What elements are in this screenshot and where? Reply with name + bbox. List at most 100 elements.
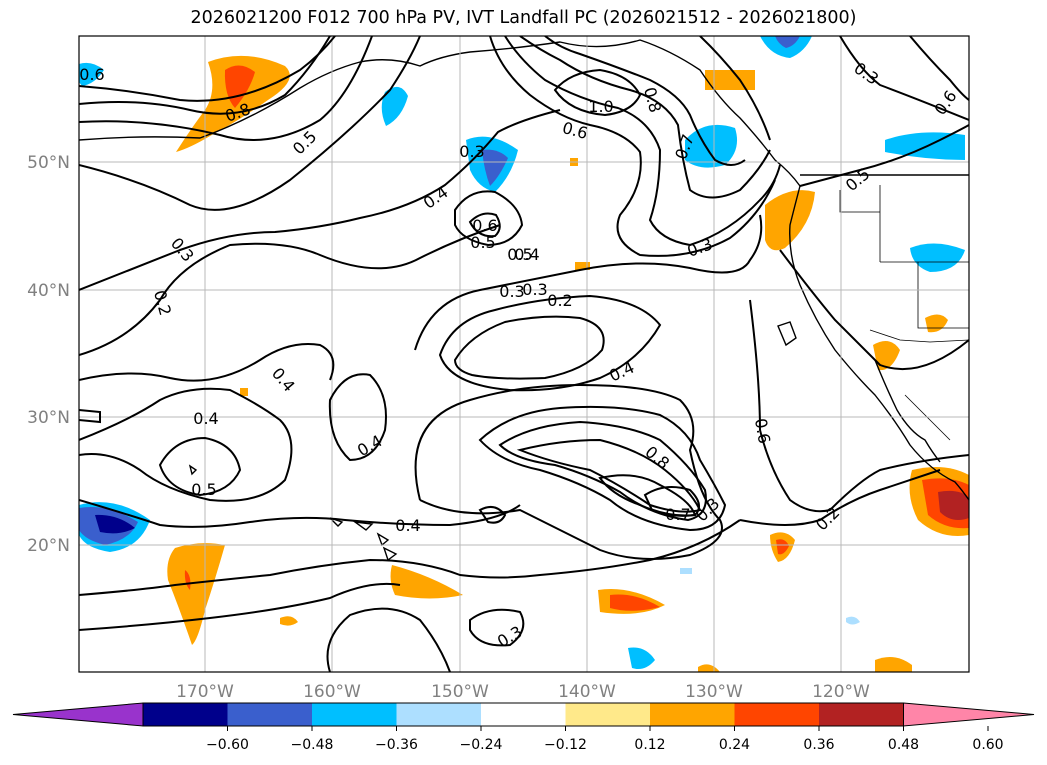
shade-coast-blue: [685, 124, 738, 168]
contour-line: [478, 505, 507, 524]
contour-line: [504, 36, 781, 247]
contour-line: [468, 212, 501, 238]
colorbar-segment: [819, 703, 904, 726]
shade-sw-core: [95, 514, 135, 534]
lat-label-40: 40°N: [27, 281, 70, 301]
shade-mid-red: [610, 594, 660, 611]
contour-label: 0.5: [507, 245, 532, 264]
contour-line: [453, 315, 605, 380]
contour-line: [79, 519, 741, 596]
colorbar-tick-label: 0.24: [719, 737, 750, 753]
contour-line: [909, 36, 969, 101]
contour-line: [79, 499, 521, 528]
lat-label-30: 30°N: [27, 408, 70, 428]
contour-line: [643, 485, 700, 517]
lon-label-160w: 160°W: [303, 682, 361, 702]
contour-label: 0.4: [514, 245, 539, 264]
colorbar-tick-label: −0.48: [291, 737, 334, 753]
shade-tiny-3: [846, 616, 860, 625]
contour-label: 0.6: [79, 65, 104, 84]
shade-ak-blue: [381, 86, 408, 126]
shade-pnw-orange: [765, 190, 815, 251]
contour-label: 0.6: [751, 417, 774, 445]
contour-label: 0.4: [395, 516, 420, 535]
contour-label: 0.5: [191, 480, 216, 499]
contour-line: [478, 405, 727, 532]
contour-line: [79, 387, 293, 502]
latitude-labels: 50°N 40°N 30°N 20°N: [27, 153, 70, 556]
shade-tiny-4: [680, 568, 692, 574]
contour-line: [544, 36, 746, 166]
colorbar-frame: [142, 702, 904, 727]
lon-label-170w: 170°W: [176, 682, 234, 702]
shade-hi2-orange: [390, 565, 463, 599]
island-1: [777, 321, 797, 347]
hawaii-3: [376, 532, 390, 547]
shade-hi-orange: [167, 543, 225, 645]
colorbar-segment: [650, 703, 735, 726]
contour-line: [469, 608, 525, 647]
map-title: 2026021200 F012 700 hPa PV, IVT Landfall…: [190, 8, 857, 28]
lat-label-20: 20°N: [27, 536, 70, 556]
shade-tiny-5: [79, 62, 104, 86]
shade-hi-core: [184, 570, 191, 590]
shade-baja-orange: [873, 341, 900, 371]
contour-line: [519, 36, 771, 199]
colorbar-extend-low: [12, 702, 144, 727]
colorbar-ticks: −0.60 −0.48 −0.36 −0.24 −0.12 0.12 0.24 0.36 0.4…: [206, 726, 1004, 753]
contour-line: [799, 124, 969, 187]
contour-label: 0.7: [665, 505, 690, 524]
contour-labels: 0.60.80.50.30.40.60.50.40.30.20.51.00.60…: [79, 0, 960, 652]
contour-label-bg: [484, 0, 512, 16]
lat-label-50: 50°N: [27, 153, 70, 173]
contour-label: 0.5: [470, 233, 495, 252]
contour-line: [79, 109, 561, 291]
colorbar-segment: [565, 703, 650, 726]
shade-neg-bc-core: [482, 149, 508, 186]
colorbar-extend-high: [903, 702, 1035, 727]
lon-label-120w: 120°W: [812, 682, 870, 702]
colorbar: −0.60 −0.48 −0.36 −0.24 −0.12 0.12 0.24 0.36 0.4…: [12, 702, 1035, 753]
contour-line: [79, 582, 401, 631]
longitude-labels: 170°W 160°W 150°W 140°W 130°W 120°W: [176, 682, 870, 702]
contour-label: 0.3: [522, 280, 547, 299]
contour-label: 0.4: [193, 409, 218, 428]
hawaii-4: [382, 546, 398, 562]
mexico-border: [869, 329, 969, 343]
island-2: [188, 464, 198, 476]
mexico-state: [904, 394, 951, 441]
contour-label: 0.5: [485, 0, 510, 18]
contour-line: [489, 36, 776, 257]
contour-line: [553, 68, 642, 117]
contour-line: [516, 438, 702, 513]
colorbar-tick-label: −0.24: [460, 737, 503, 753]
lon-label-130w: 130°W: [685, 682, 743, 702]
colorbar-segment: [734, 703, 819, 726]
contour-line: [79, 36, 336, 102]
contour-line: [79, 36, 331, 115]
state-border-3: [917, 262, 969, 329]
baja-coast: [874, 359, 941, 463]
colorbar-segment: [312, 703, 397, 726]
colorbar-segment: [396, 703, 481, 726]
contour-line: [326, 607, 451, 672]
colorbar-segment: [481, 703, 566, 726]
shade-tiny-1: [280, 616, 298, 626]
contour-label: 0.2: [547, 291, 572, 310]
state-border-4: [839, 190, 880, 213]
pv-contours: [79, 36, 969, 672]
shade-ca-blue: [910, 243, 965, 272]
colorbar-segment: [143, 703, 228, 726]
contour-line: [79, 409, 101, 424]
shade-tiny-6: [240, 388, 248, 396]
shade-small-red1: [776, 539, 789, 555]
contour-line: [454, 190, 524, 247]
contour-line: [158, 436, 242, 497]
colorbar-tick-label: 0.36: [803, 737, 834, 753]
contour-label: 0.3: [459, 142, 484, 161]
contour-line: [79, 224, 501, 356]
colorbar-segments: [12, 702, 1035, 727]
colorbar-tick-label: −0.36: [375, 737, 418, 753]
na-west-coast: [789, 185, 969, 501]
shade-small-blue1: [628, 647, 655, 669]
